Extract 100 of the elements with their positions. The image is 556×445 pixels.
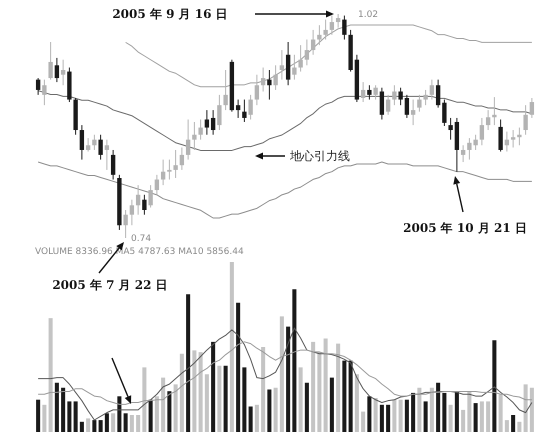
bar	[348, 360, 353, 432]
candlestick	[36, 78, 40, 96]
bar	[504, 420, 509, 432]
candlestick	[54, 57, 60, 83]
candlestick	[180, 147, 184, 170]
bar	[311, 342, 316, 432]
bar	[380, 404, 384, 432]
candlestick	[142, 194, 147, 216]
bar	[248, 406, 253, 432]
candlestick	[148, 184, 153, 208]
bar	[261, 347, 266, 432]
bar	[442, 392, 446, 432]
candlestick	[136, 184, 140, 216]
candlestick	[123, 210, 128, 238]
bar	[167, 391, 172, 432]
candlestick	[423, 89, 428, 106]
candlestick	[248, 94, 253, 120]
candlestick	[330, 15, 334, 36]
bar	[98, 420, 103, 432]
candlestick	[160, 159, 166, 186]
candlestick	[342, 15, 347, 40]
candlestick	[367, 84, 372, 100]
bar	[530, 388, 534, 432]
bar	[36, 400, 40, 432]
candlestick	[260, 67, 266, 92]
candlestick	[223, 70, 228, 111]
bar	[186, 294, 190, 432]
candlestick	[92, 134, 97, 150]
candlestick	[98, 134, 103, 160]
bar	[117, 396, 122, 432]
bar	[467, 391, 472, 432]
bar	[304, 382, 309, 432]
bar	[161, 378, 166, 432]
bar	[180, 354, 184, 432]
annotation: 2005 年 9 月 16 日	[112, 7, 228, 21]
bar	[217, 366, 222, 432]
candlestick	[392, 84, 397, 106]
bar	[224, 366, 228, 432]
bar	[404, 400, 409, 432]
annotation: 地心引力线	[289, 149, 350, 163]
candlestick	[510, 130, 516, 148]
bar	[192, 350, 196, 432]
candlestick	[410, 99, 416, 126]
candlestick	[492, 96, 497, 126]
candlestick	[198, 119, 203, 140]
bar	[474, 403, 478, 432]
bar	[324, 338, 328, 432]
candlestick	[430, 79, 434, 100]
bar	[104, 413, 109, 432]
bar	[361, 412, 366, 432]
candlestick	[292, 54, 297, 80]
bar	[436, 382, 440, 432]
bar	[86, 418, 90, 432]
bar	[374, 398, 378, 432]
candlestick	[80, 124, 84, 160]
candlestick	[467, 138, 472, 160]
bar	[354, 374, 359, 432]
candlestick	[323, 19, 328, 40]
candlestick	[530, 98, 534, 118]
candlestick	[486, 110, 490, 131]
candlestick	[336, 14, 340, 28]
candlestick	[310, 29, 316, 56]
candlestick	[480, 117, 484, 146]
bar	[67, 401, 72, 432]
bar	[154, 396, 159, 432]
annotation: 2005 年 7 月 22 日	[52, 278, 168, 292]
candlestick	[210, 110, 216, 136]
candlestick	[236, 99, 240, 118]
candlestick	[360, 82, 366, 103]
bar	[448, 404, 453, 432]
candlestick	[130, 199, 134, 226]
bar	[411, 392, 416, 432]
candlestick	[273, 64, 278, 90]
bar	[280, 316, 284, 432]
bar	[174, 384, 178, 432]
annotation: 2005 年 10 月 21 日	[403, 221, 527, 235]
bar	[74, 401, 78, 432]
bar	[136, 415, 140, 432]
bar	[230, 262, 234, 432]
candlestick	[186, 119, 190, 160]
bar	[61, 388, 66, 432]
annotation: 0.74	[131, 234, 152, 244]
candlestick	[298, 44, 303, 72]
bar	[486, 401, 490, 432]
candlestick	[242, 99, 247, 122]
candlestick	[204, 110, 210, 136]
candlestick	[304, 39, 310, 66]
bar	[386, 404, 390, 432]
candlestick	[373, 84, 378, 100]
bar	[454, 391, 459, 432]
bar	[461, 410, 466, 432]
bar	[398, 400, 403, 432]
candlestick	[523, 104, 528, 136]
bar	[48, 318, 53, 432]
candlestick	[317, 24, 322, 46]
candlestick	[473, 134, 478, 150]
bar	[274, 388, 278, 432]
candlestick	[60, 59, 66, 86]
candlestick	[254, 74, 260, 106]
candlestick	[517, 127, 522, 146]
